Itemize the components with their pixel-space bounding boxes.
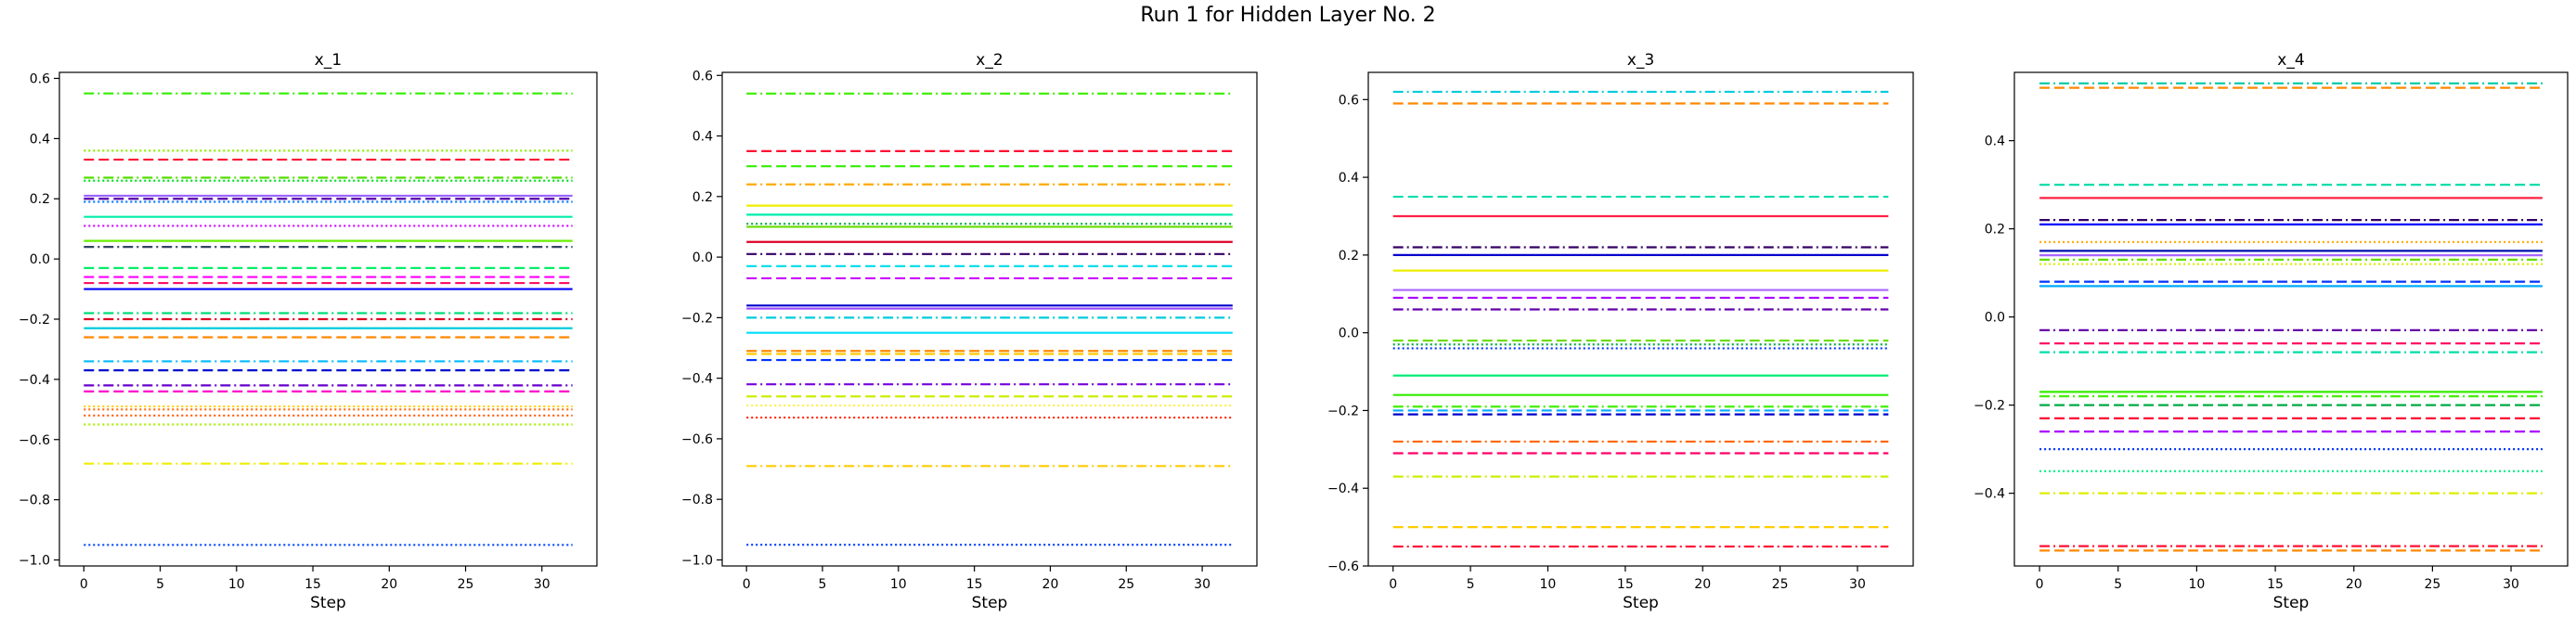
y-tick-label: 0.2 bbox=[1339, 249, 1359, 264]
y-tick-label: −0.4 bbox=[1974, 487, 2005, 502]
x-tick-label: 0 bbox=[80, 577, 88, 592]
y-tick-label: −0.6 bbox=[19, 433, 50, 448]
x-tick-label: 30 bbox=[1849, 577, 1866, 592]
y-tick-label: 0.2 bbox=[1985, 223, 2005, 238]
x-tick-label: 20 bbox=[1042, 577, 1059, 592]
x-tick-label: 15 bbox=[966, 577, 983, 592]
y-tick-label: 0.6 bbox=[30, 71, 50, 86]
subplot-x1: 0 5 10 15 20 25 30 −1.0 −0.8 −0.6 −0.4 −0.2 0.0 0.2 0.… bbox=[19, 51, 598, 612]
x-tick-label: 25 bbox=[2424, 577, 2440, 592]
x-tick-label: 5 bbox=[1467, 577, 1475, 592]
x-tick-label: 30 bbox=[2503, 577, 2519, 592]
x-tick-label: 20 bbox=[2346, 577, 2362, 592]
y-tick-label: 0.0 bbox=[693, 251, 713, 265]
y-tick-label: 0.4 bbox=[30, 132, 50, 147]
y-tick-label: −0.6 bbox=[681, 432, 713, 447]
x-axis-label: Step bbox=[1623, 594, 1659, 612]
x-tick-label: 20 bbox=[1694, 577, 1711, 592]
x-axis-label: Step bbox=[972, 594, 1008, 612]
y-tick-label: −1.0 bbox=[681, 553, 713, 568]
x-tick-label: 5 bbox=[156, 577, 164, 592]
x-tick-label: 0 bbox=[2036, 577, 2044, 592]
x-tick-label: 10 bbox=[890, 577, 907, 592]
axes-frame bbox=[2013, 71, 2569, 567]
y-tick-label: −0.2 bbox=[1974, 399, 2005, 414]
x-tick-label: 15 bbox=[2267, 577, 2284, 592]
x-tick-label: 10 bbox=[1540, 577, 1557, 592]
x-tick-label: 25 bbox=[458, 577, 474, 592]
x-axis-label: Step bbox=[310, 594, 346, 612]
subplot-title: x_4 bbox=[2277, 51, 2304, 70]
x-tick-label: 25 bbox=[1118, 577, 1134, 592]
x-tick-label: 20 bbox=[381, 577, 397, 592]
y-tick-label: −0.2 bbox=[19, 313, 50, 328]
x-tick-label: 0 bbox=[1389, 577, 1397, 592]
y-tick-label: 0.4 bbox=[1339, 171, 1359, 186]
axes-frame bbox=[721, 71, 1258, 567]
subplot-title: x_1 bbox=[315, 51, 342, 70]
y-tick-label: −0.8 bbox=[19, 494, 50, 508]
y-tick-label: 0.4 bbox=[1985, 135, 2005, 149]
y-tick-label: −0.2 bbox=[1327, 404, 1359, 418]
y-tick-label: −0.4 bbox=[681, 372, 713, 387]
y-tick-label: −1.0 bbox=[19, 554, 50, 569]
x-axis-label: Step bbox=[2273, 594, 2310, 612]
subplot-x2: 0 5 10 15 20 25 30 −1.0 −0.8 −0.6 −0.4 −0.2 0.0 0.2 0.… bbox=[681, 51, 1258, 612]
y-tick-label: −0.4 bbox=[1327, 482, 1359, 496]
y-tick-label: 0.2 bbox=[693, 190, 713, 205]
y-tick-label: −0.4 bbox=[19, 373, 50, 388]
subplot-x4: 0 5 10 15 20 25 30 −0.4 −0.2 0.0 0.2 0.4 x_4 Step bbox=[1974, 51, 2569, 612]
subplot-title: x_3 bbox=[1627, 51, 1654, 70]
x-tick-label: 15 bbox=[304, 577, 321, 592]
x-tick-label: 10 bbox=[2188, 577, 2205, 592]
x-tick-label: 10 bbox=[228, 577, 245, 592]
x-tick-label: 30 bbox=[1194, 577, 1210, 592]
y-tick-label: 0.0 bbox=[1985, 311, 2005, 326]
y-tick-label: −0.2 bbox=[681, 311, 713, 326]
axes-frame bbox=[1367, 71, 1914, 567]
x-tick-label: 30 bbox=[534, 577, 550, 592]
x-tick-label: 5 bbox=[819, 577, 827, 592]
figure-title: Run 1 for Hidden Layer No. 2 bbox=[1140, 4, 1436, 27]
y-tick-label: 0.2 bbox=[30, 192, 50, 207]
x-tick-label: 5 bbox=[2114, 577, 2122, 592]
subplot-x3: 0 5 10 15 20 25 30 −0.6 −0.4 −0.2 0.0 0.2 0.4 0.6 x_3 S… bbox=[1327, 51, 1914, 612]
y-tick-label: 0.4 bbox=[693, 130, 713, 145]
y-tick-label: 0.6 bbox=[693, 69, 713, 84]
y-tick-label: 0.0 bbox=[30, 252, 50, 267]
y-tick-label: −0.8 bbox=[681, 493, 713, 508]
y-tick-label: 0.0 bbox=[1339, 327, 1359, 341]
y-tick-label: 0.6 bbox=[1339, 93, 1359, 108]
x-tick-label: 15 bbox=[1617, 577, 1634, 592]
x-tick-label: 25 bbox=[1772, 577, 1789, 592]
x-tick-label: 0 bbox=[743, 577, 751, 592]
subplot-title: x_2 bbox=[976, 51, 1003, 70]
y-tick-label: −0.6 bbox=[1327, 559, 1359, 574]
